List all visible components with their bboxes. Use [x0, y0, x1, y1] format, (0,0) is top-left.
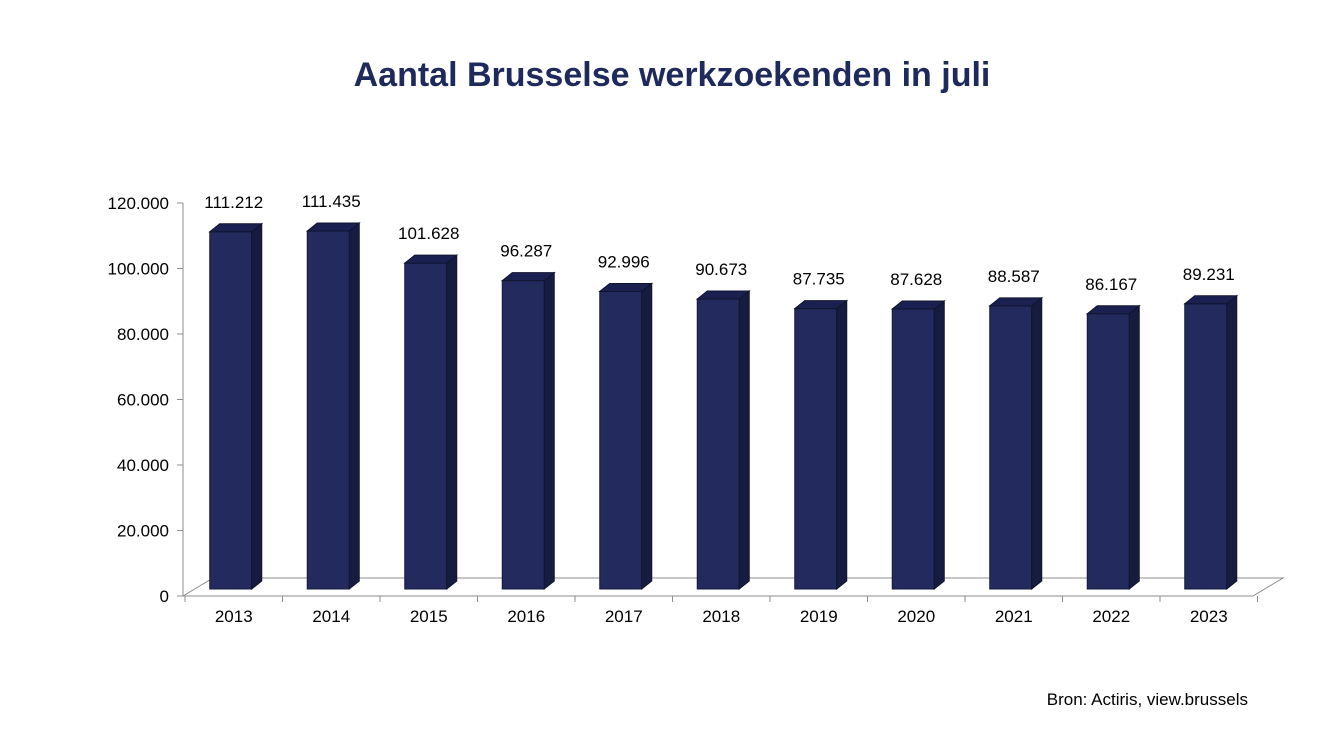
y-tick-label: 0 [160, 587, 169, 606]
bar-front [1086, 313, 1130, 590]
x-tick-label: 2023 [1190, 607, 1228, 626]
bar-side [641, 282, 653, 591]
x-tick-label: 2017 [605, 607, 643, 626]
bar-side [543, 271, 555, 591]
bar-side [1226, 294, 1238, 591]
bar-top [500, 272, 556, 282]
x-tick-label: 2022 [1092, 607, 1130, 626]
bar-front [1184, 303, 1228, 590]
data-label: 101.628 [398, 224, 459, 243]
bar-2023 [1183, 294, 1239, 591]
data-label: 92.996 [598, 252, 650, 271]
y-tick-label: 20.000 [117, 522, 169, 541]
bar-2013 [208, 222, 264, 591]
bar-2017 [598, 282, 654, 591]
x-tick-label: 2016 [507, 607, 545, 626]
bar-side [836, 299, 848, 591]
bar-top [598, 282, 654, 292]
bar-2015 [403, 254, 459, 591]
bar-front [696, 298, 740, 590]
x-tick-label: 2019 [800, 607, 838, 626]
bar-side [1128, 304, 1140, 591]
bar-side [446, 254, 458, 591]
bar-front [891, 308, 935, 590]
data-label: 89.231 [1183, 265, 1235, 284]
data-label: 86.167 [1085, 275, 1137, 294]
bar-top [793, 300, 849, 310]
x-tick-label: 2015 [410, 607, 448, 626]
x-tick-label: 2021 [995, 607, 1033, 626]
bars [208, 222, 1239, 591]
chart-title: Aantal Brusselse werkzoekenden in juli [353, 56, 991, 94]
bar-top [988, 297, 1044, 307]
x-tick-label: 2014 [312, 607, 350, 626]
data-label: 96.287 [500, 242, 552, 261]
y-tick-label: 100.000 [108, 260, 169, 279]
bar-side [738, 290, 750, 591]
data-label: 88.587 [988, 267, 1040, 286]
source-note: Bron: Actiris, view.brussels [1046, 690, 1248, 709]
bar-2016 [500, 271, 556, 591]
bar-top [890, 300, 946, 310]
bar-front [209, 231, 253, 590]
bar-front [599, 290, 643, 590]
floor-plane [181, 577, 1285, 597]
bar-2022 [1085, 304, 1141, 591]
y-tick-label: 40.000 [117, 456, 169, 475]
data-label: 111.435 [302, 192, 361, 211]
bar-front [989, 305, 1033, 590]
bar-side [251, 222, 263, 591]
bar-side [1031, 296, 1043, 591]
x-tick-label: 2013 [215, 607, 253, 626]
x-tick-label: 2018 [702, 607, 740, 626]
bar-2020 [890, 299, 946, 591]
x-tick-label: 2020 [897, 607, 935, 626]
bar-front [794, 308, 838, 590]
bar-front [404, 262, 448, 590]
bar-top [695, 290, 751, 300]
bar-2018 [695, 290, 751, 591]
bar-2014 [305, 222, 361, 591]
bar-top [1183, 295, 1239, 305]
bar-top [403, 254, 459, 264]
bar-2019 [793, 299, 849, 591]
axes [177, 202, 1285, 602]
bar-top [305, 222, 361, 232]
bar-front [501, 280, 545, 590]
bar-side [933, 299, 945, 591]
y-tick-label: 60.000 [117, 391, 169, 410]
data-label: 87.628 [890, 270, 942, 289]
bar-front [306, 230, 350, 590]
bar-top [1085, 305, 1141, 315]
data-label: 90.673 [695, 260, 747, 279]
data-label: 111.212 [204, 193, 263, 212]
bar-side [348, 222, 360, 591]
y-tick-label: 80.000 [117, 325, 169, 344]
labels: 0 20.000 40.000 60.000 80.000 100.000 120.000 2… [108, 192, 1235, 626]
bar-top [208, 223, 264, 233]
bar-2021 [988, 296, 1044, 591]
data-label: 87.735 [793, 270, 845, 289]
y-tick-label: 120.000 [108, 194, 169, 213]
